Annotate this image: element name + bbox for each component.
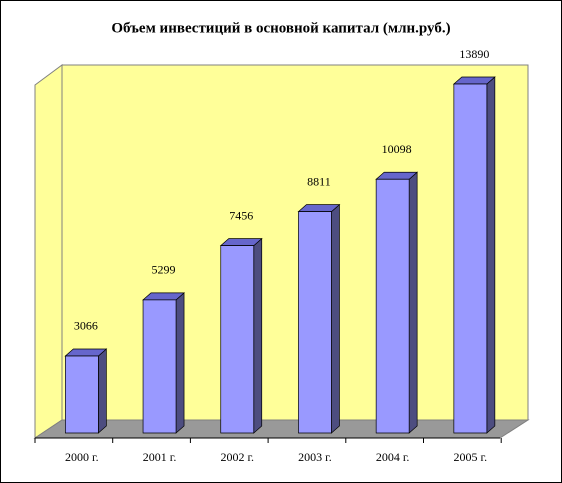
bar: [297, 203, 341, 434]
bar-front: [220, 245, 255, 434]
bar-front: [298, 211, 332, 434]
bar: [64, 348, 108, 434]
bar-side: [253, 237, 263, 434]
bar: [452, 76, 496, 434]
data-label: 10098: [382, 142, 412, 156]
x-tick-label: 2000 г.: [65, 450, 99, 464]
x-tick-label: 2003 г.: [298, 450, 332, 464]
bar-side: [331, 203, 340, 434]
data-label: 3066: [74, 319, 98, 333]
data-label: 13890: [459, 47, 489, 61]
x-tick-label: 2001 г.: [143, 450, 177, 464]
bar-front: [453, 83, 488, 434]
bar-front: [142, 299, 177, 434]
data-label: 5299: [152, 263, 176, 277]
x-tick-label: 2002 г.: [220, 450, 254, 464]
bar-side: [175, 292, 185, 434]
data-label: 7456: [229, 208, 253, 222]
bar-side: [97, 348, 107, 434]
x-tick-label: 2005 г.: [454, 450, 488, 464]
bar-side: [486, 76, 496, 434]
data-label: 8811: [307, 174, 331, 188]
bar-front: [64, 355, 99, 434]
bar-front: [375, 178, 410, 434]
x-tick-label: 2004 г.: [376, 450, 410, 464]
bar-side: [408, 171, 418, 434]
bar: [375, 171, 419, 434]
bar: [219, 237, 263, 434]
side-wall: [34, 64, 63, 439]
bar: [142, 292, 185, 434]
chart-title: Объем инвестиций в основной капитал (млн…: [111, 20, 450, 36]
